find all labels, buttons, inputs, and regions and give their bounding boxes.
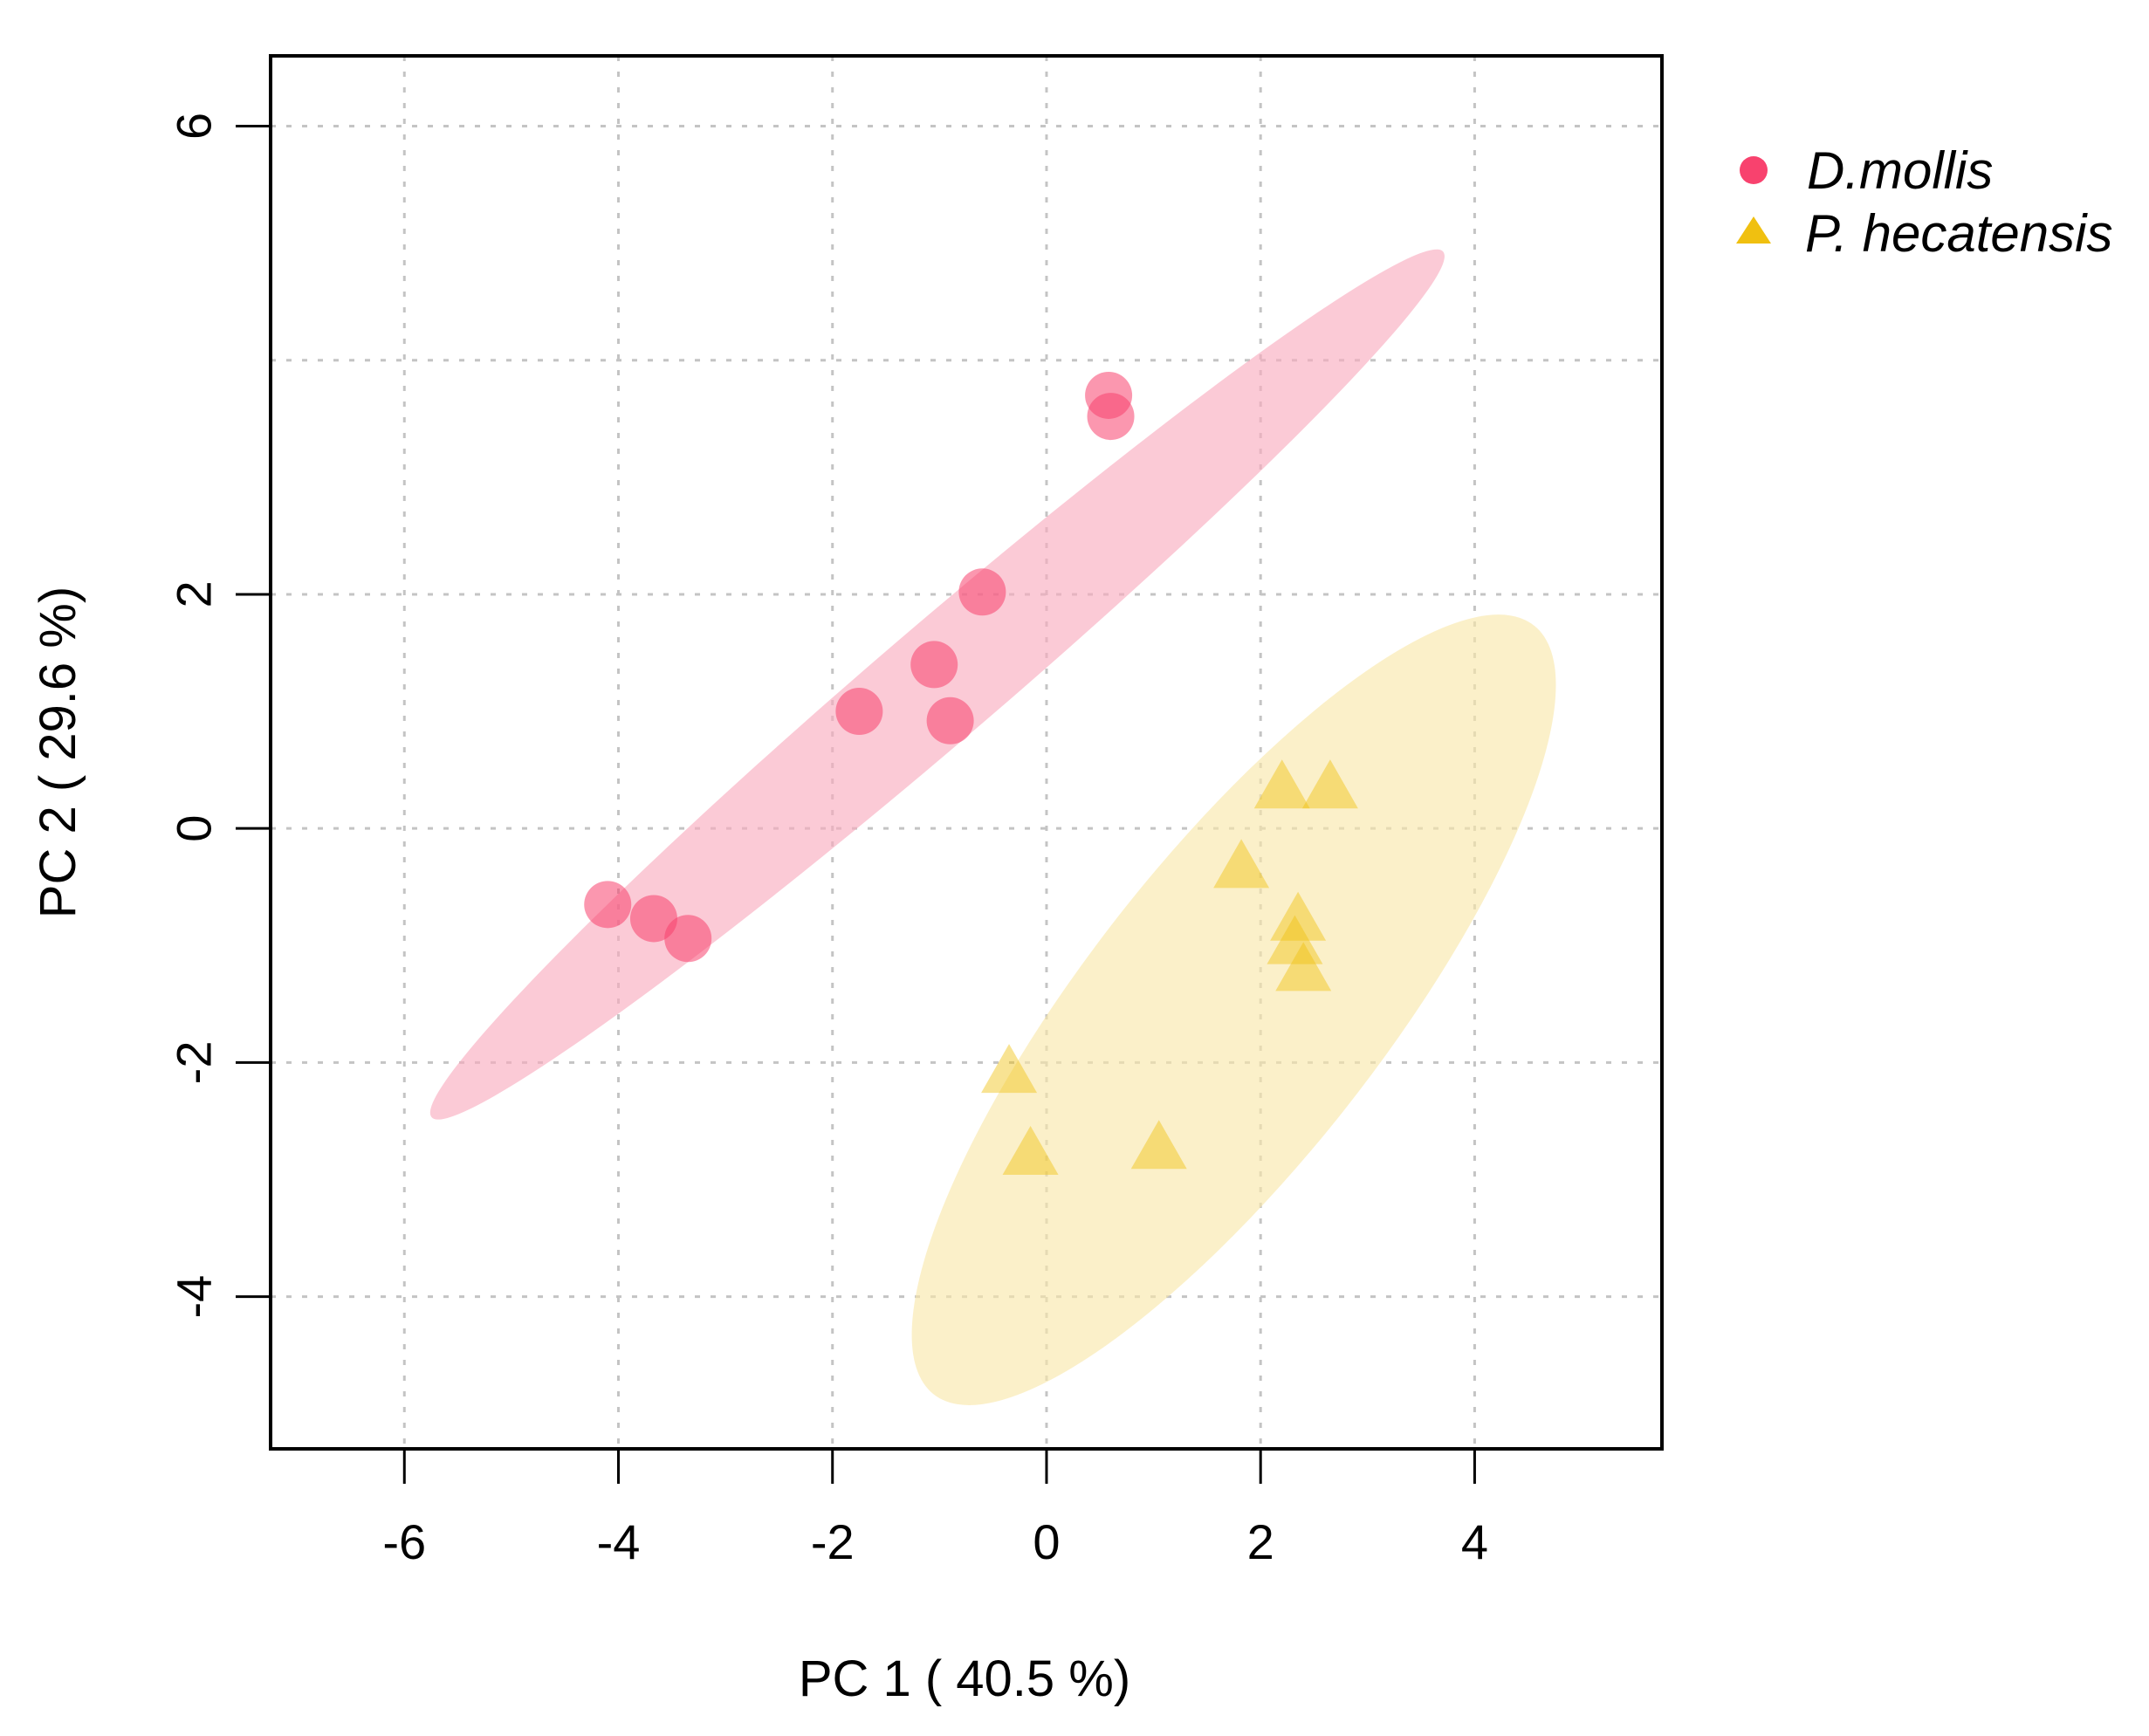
legend-label-p-hecatensis: P. hecatensis — [1805, 204, 2112, 263]
point-d-mollis — [910, 641, 958, 689]
point-p-hecatensis — [1275, 942, 1332, 992]
y-tick-label: 0 — [167, 815, 222, 842]
y-tick-label: -2 — [167, 1041, 222, 1085]
x-tick-label: 4 — [1461, 1514, 1488, 1569]
point-p-hecatensis — [1267, 915, 1323, 964]
plot-frame — [269, 54, 1664, 1451]
point-p-hecatensis — [981, 1044, 1038, 1094]
legend: D.mollis P. hecatensis — [1736, 141, 2112, 263]
y-tick-label: 6 — [167, 113, 222, 140]
legend-marker-d-mollis — [1740, 156, 1768, 184]
point-d-mollis — [835, 688, 883, 736]
point-d-mollis — [664, 915, 712, 963]
x-tick-label: -6 — [382, 1514, 426, 1569]
point-d-mollis — [926, 696, 974, 744]
point-p-hecatensis — [1213, 839, 1270, 889]
ellipse-p-hecatensis — [911, 614, 1556, 1405]
point-d-mollis — [584, 881, 632, 929]
point-p-hecatensis — [1253, 759, 1310, 809]
point-p-hecatensis — [1270, 891, 1327, 941]
x-tick-label: 2 — [1247, 1514, 1274, 1569]
x-tick-label: 0 — [1033, 1514, 1060, 1569]
point-p-hecatensis — [1130, 1120, 1187, 1170]
y-tick-label: -4 — [167, 1275, 222, 1319]
point-d-mollis — [629, 895, 677, 943]
x-tick-label: -2 — [811, 1514, 855, 1569]
axis-ticks: -6 -4 -2 0 2 4 -4 -2 0 2 6 — [167, 113, 1489, 1569]
point-d-mollis — [958, 568, 1006, 616]
legend-label-d-mollis: D.mollis — [1807, 141, 1993, 200]
x-tick-label: -4 — [597, 1514, 641, 1569]
point-d-mollis — [1087, 393, 1135, 441]
y-axis-title: PC 2 ( 29.6 %) — [30, 587, 86, 918]
point-p-hecatensis — [1002, 1126, 1059, 1175]
x-axis-title: PC 1 ( 40.5 %) — [799, 1650, 1130, 1707]
data-points — [584, 371, 1358, 1175]
legend-marker-p-hecatensis — [1736, 216, 1771, 244]
confidence-ellipses — [429, 249, 1556, 1405]
y-tick-label: 2 — [167, 580, 222, 607]
point-p-hecatensis — [1301, 759, 1358, 809]
